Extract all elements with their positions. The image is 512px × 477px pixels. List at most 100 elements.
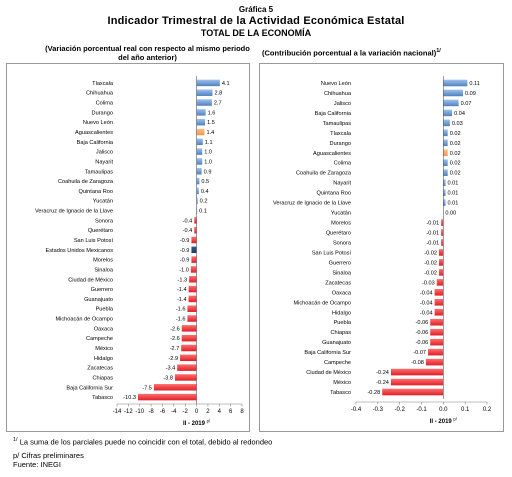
x-axis-title-text: II - 2019 bbox=[430, 419, 454, 425]
value-label: 0.01 bbox=[448, 191, 459, 197]
footnote-rounding-text: La suma de los parciales puede no coinci… bbox=[19, 437, 273, 447]
bar-19 bbox=[190, 266, 197, 273]
bar-20 bbox=[189, 276, 197, 283]
category-label: Chiapas bbox=[330, 330, 351, 336]
category-label: Sonora bbox=[95, 218, 114, 224]
value-label: 0.02 bbox=[450, 141, 461, 147]
bar-1 bbox=[443, 89, 463, 97]
category-label: Aguascalientes bbox=[75, 130, 113, 136]
category-label: Chihuahua bbox=[86, 91, 114, 97]
contribution-bar-chart: Nuevo León 0.11 Chihuahua 0.09 Jalisco 0.07 Ba… bbox=[273, 76, 492, 425]
bar-11 bbox=[443, 189, 446, 196]
value-label: 1.5 bbox=[207, 120, 215, 126]
category-label: Tamaulipas bbox=[85, 169, 113, 175]
category-label: Coahuila de Zaragoza bbox=[58, 179, 114, 185]
category-label: Querétaro bbox=[88, 228, 113, 234]
bar-27 bbox=[181, 344, 197, 352]
value-label: -1.6 bbox=[176, 307, 186, 313]
bar-26 bbox=[181, 334, 197, 342]
category-label: Michoacán de Ocampo bbox=[55, 317, 113, 323]
value-label: -0.9 bbox=[180, 258, 190, 264]
category-label: Jalisco bbox=[334, 101, 351, 107]
bar-1 bbox=[196, 89, 213, 96]
bar-23 bbox=[187, 305, 197, 312]
value-label: -3.8 bbox=[163, 375, 173, 381]
bar-18 bbox=[438, 259, 444, 266]
right-chart-panel: Nuevo León 0.11 Chihuahua 0.09 Jalisco 0.07 Ba… bbox=[259, 63, 504, 432]
bar-15 bbox=[194, 226, 197, 234]
value-label: -7.5 bbox=[142, 385, 152, 391]
x-tick-label: -0.3 bbox=[373, 407, 384, 413]
value-label: 0.02 bbox=[450, 171, 461, 177]
category-label: Baja California Sur bbox=[304, 350, 351, 356]
footnote-mark: 1/ bbox=[13, 437, 18, 443]
value-label: 0.09 bbox=[465, 91, 476, 97]
category-label: México bbox=[95, 346, 113, 352]
category-label: Quintana Roo bbox=[316, 191, 351, 197]
bar-7 bbox=[196, 148, 203, 155]
bar-31 bbox=[382, 388, 444, 396]
bar-16 bbox=[191, 236, 197, 244]
category-label: Puebla bbox=[334, 320, 352, 326]
value-label: 0.07 bbox=[461, 101, 472, 107]
footnote-preliminary: p/ Cifras preliminares bbox=[13, 451, 84, 460]
bar-24 bbox=[187, 315, 197, 322]
bar-8 bbox=[196, 158, 203, 165]
category-label: Baja California Sur bbox=[66, 385, 113, 391]
growth-bar-chart: Tlaxcala 4.1 Chihuahua 2.8 Colima 2.7 Durango 1… bbox=[35, 76, 244, 427]
x-tick-label: 2 bbox=[206, 409, 210, 415]
bar-30 bbox=[390, 378, 444, 386]
value-label: -0.02 bbox=[424, 260, 437, 266]
x-tick-label: -14 bbox=[113, 409, 122, 415]
bar-30 bbox=[174, 374, 197, 381]
bar-4 bbox=[443, 119, 450, 127]
x-tick-label: 0.2 bbox=[483, 407, 492, 413]
x-tick-label: -4 bbox=[171, 409, 177, 415]
category-label: Hidalgo bbox=[332, 310, 351, 316]
value-label: 0.02 bbox=[450, 151, 461, 157]
bar-2 bbox=[443, 99, 459, 107]
x-axis-title-text: II - 2019 bbox=[183, 421, 207, 427]
value-label: 0.01 bbox=[448, 181, 459, 187]
value-label: 1.1 bbox=[205, 140, 213, 146]
category-label: Guanajuato bbox=[84, 297, 113, 303]
category-label: Yucatán bbox=[331, 211, 351, 217]
bar-31 bbox=[153, 384, 197, 391]
value-label: 0.4 bbox=[201, 189, 209, 195]
category-label: Nuevo León bbox=[321, 81, 351, 87]
category-label: Chiapas bbox=[92, 375, 113, 381]
chart-subtitle: TOTAL DE LA ECONOMÍA bbox=[200, 28, 312, 38]
bar-22 bbox=[434, 299, 444, 306]
bar-17 bbox=[191, 246, 197, 254]
value-label: -0.07 bbox=[413, 350, 426, 356]
right-panel-subtitle-text: (Contribución porcentual a la variación … bbox=[262, 48, 437, 58]
right-panel-subtitle-note: 1/ bbox=[436, 48, 441, 54]
bar-4 bbox=[196, 118, 206, 126]
bar-27 bbox=[428, 348, 444, 356]
value-label: -0.04 bbox=[420, 290, 433, 296]
value-label: 1.0 bbox=[204, 150, 212, 156]
footnote-rounding: 1/ La suma de los parciales puede no coi… bbox=[13, 436, 272, 447]
right-panel-subtitle: (Contribución porcentual a la variación … bbox=[262, 47, 508, 58]
x-tick-label: -0.4 bbox=[351, 407, 362, 413]
category-label: Veracruz de Ignacio de la Llave bbox=[273, 201, 351, 207]
value-label: 0.03 bbox=[452, 121, 463, 127]
category-label: Aguascalientes bbox=[313, 151, 351, 157]
category-label: Veracruz de Ignacio de la Llave bbox=[35, 209, 113, 215]
bar-17 bbox=[438, 249, 444, 256]
bar-29 bbox=[390, 368, 444, 376]
value-label: -2.7 bbox=[170, 346, 180, 352]
value-label: -3.4 bbox=[166, 366, 176, 372]
value-label: -1.4 bbox=[177, 297, 187, 303]
x-tick-label: 8 bbox=[240, 409, 244, 415]
bar-5 bbox=[196, 128, 205, 136]
value-label: -0.03 bbox=[422, 280, 435, 286]
value-label: -0.9 bbox=[180, 238, 190, 244]
category-label: Zacatecas bbox=[325, 280, 351, 286]
value-label: -1.4 bbox=[177, 287, 187, 293]
source-note: Fuente: INEGI bbox=[13, 460, 61, 469]
category-label: Colima bbox=[334, 161, 352, 167]
x-tick-label: -10 bbox=[135, 409, 144, 415]
x-tick-label: -6 bbox=[160, 409, 166, 415]
bar-9 bbox=[196, 168, 202, 175]
